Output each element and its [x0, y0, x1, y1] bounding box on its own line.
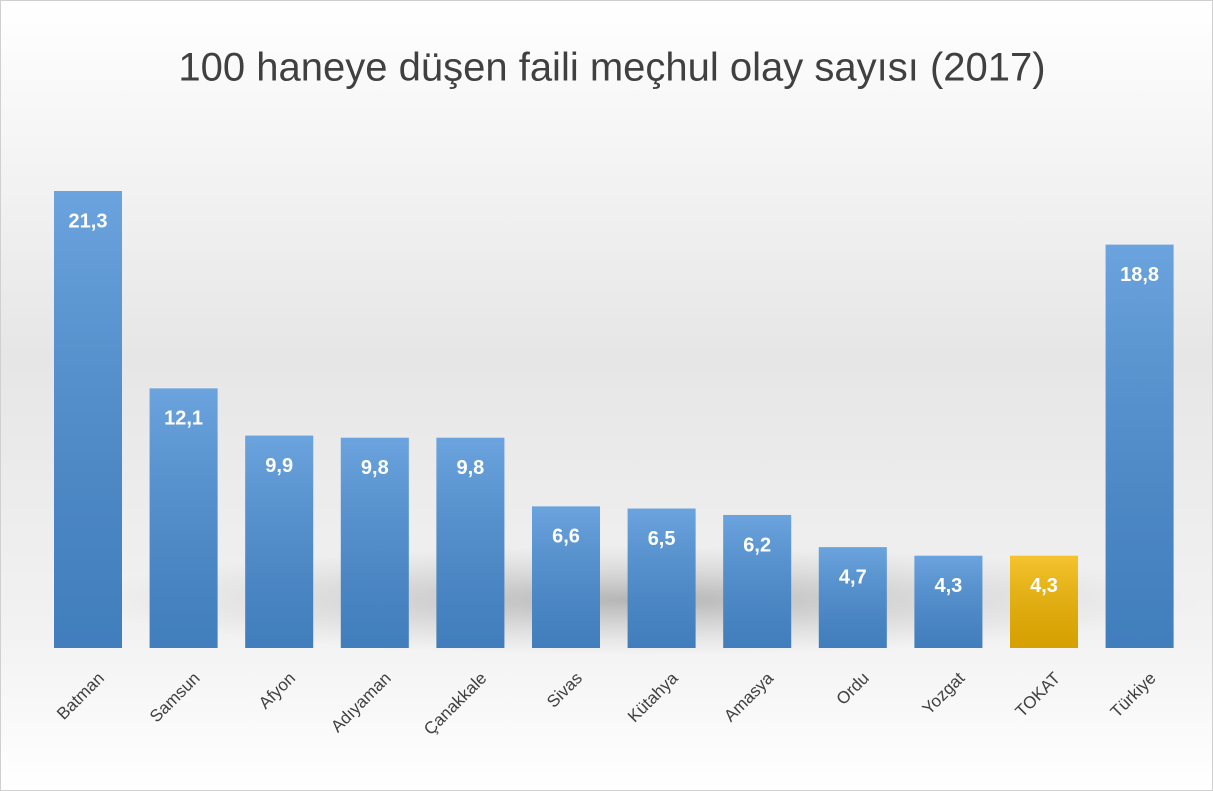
- bar-shading: [245, 435, 314, 648]
- bar-shading: [818, 547, 887, 648]
- value-label: 12,1: [164, 408, 203, 430]
- value-label: 9,9: [265, 455, 293, 477]
- chart-title: 100 haneye düşen faili meçhul olay sayıs…: [178, 46, 1045, 90]
- bar-shading: [723, 514, 792, 648]
- value-label: 6,6: [552, 526, 580, 548]
- bar-shading: [627, 508, 696, 648]
- value-label: 4,7: [839, 566, 867, 588]
- bar-shading: [436, 437, 505, 648]
- bar-shading: [532, 506, 600, 648]
- value-label: 18,8: [1120, 264, 1159, 286]
- bar-shading: [54, 191, 122, 648]
- value-label: 6,2: [743, 534, 771, 556]
- value-label: 4,3: [1030, 575, 1058, 597]
- value-label: 4,3: [934, 575, 962, 597]
- bar-shading: [149, 388, 218, 648]
- value-label: 6,5: [648, 528, 676, 550]
- bar-shading: [914, 555, 983, 648]
- value-label: 21,3: [69, 210, 108, 232]
- value-label: 9,8: [456, 457, 484, 479]
- bar-shading: [340, 437, 409, 648]
- bar-shading: [1105, 244, 1174, 649]
- bar-shading: [1010, 555, 1078, 648]
- value-label: 9,8: [361, 457, 389, 479]
